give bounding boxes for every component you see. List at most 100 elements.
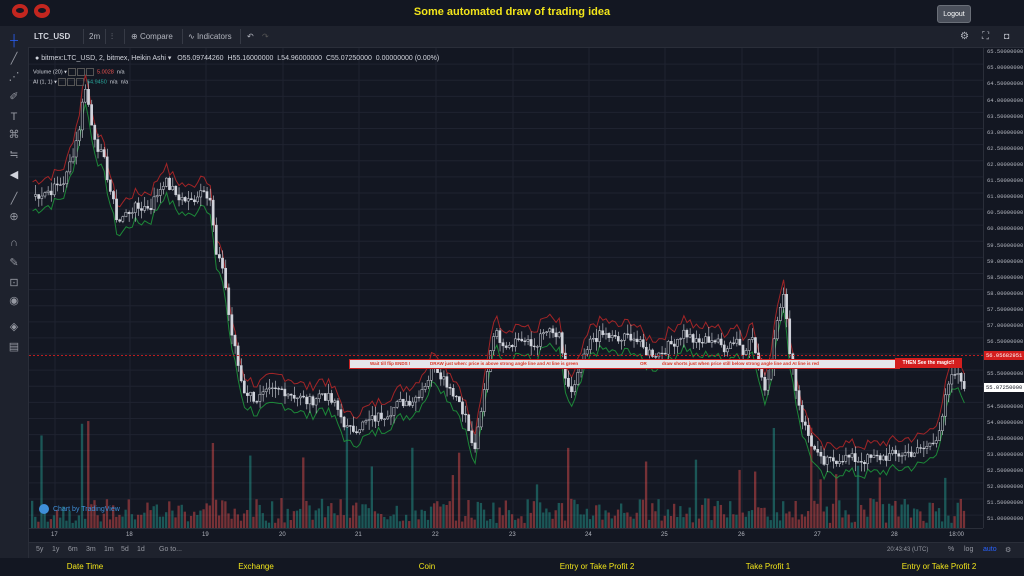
eye-icon[interactable]: ◉ xyxy=(9,295,19,307)
multi-line-icon[interactable]: ⋰ xyxy=(8,71,20,83)
volume-bar xyxy=(46,521,49,528)
candle-body xyxy=(202,190,206,192)
back-arrow-icon[interactable]: ◀ xyxy=(9,169,19,181)
price-axis[interactable]: 65.50000000 65.00000000 64.50000000 64.0000… xyxy=(983,48,1024,528)
fullscreen-icon[interactable]: ⛶ xyxy=(982,31,989,42)
trash-icon[interactable]: ▤ xyxy=(8,341,20,353)
trend-line-icon[interactable]: ╱ xyxy=(10,53,18,65)
bottom-nav-item[interactable]: Entry or Take Profit 2 xyxy=(901,562,977,571)
volume-bar xyxy=(940,521,944,528)
candle-body xyxy=(211,199,215,226)
range-button-1d[interactable]: 1d xyxy=(137,546,145,553)
volume-bar xyxy=(420,509,423,528)
candle-body xyxy=(451,387,455,397)
auto-toggle[interactable]: auto xyxy=(983,546,997,553)
compare-button[interactable]: ⊕ Compare xyxy=(131,30,173,43)
bottom-nav-item[interactable]: Exchange xyxy=(238,562,274,571)
camera-icon[interactable]: ◘ xyxy=(1004,31,1010,41)
volume-bar xyxy=(888,503,891,528)
volume-bar xyxy=(439,506,442,528)
interval-selector[interactable]: 2m xyxy=(89,32,101,41)
candle-body xyxy=(663,352,667,355)
volume-bar xyxy=(529,512,532,528)
volume-bar xyxy=(168,501,171,528)
bottom-nav-item[interactable]: Take Profit 1 xyxy=(745,562,791,571)
layers-icon[interactable]: ◈ xyxy=(9,321,19,333)
undo-icon[interactable]: ↶ xyxy=(247,32,254,41)
volume-bar xyxy=(551,518,554,528)
log-toggle[interactable]: log xyxy=(964,546,974,553)
volume-bar xyxy=(548,512,551,528)
lock-icon[interactable]: ⊡ xyxy=(9,277,19,289)
price-label: 57.00000000 xyxy=(987,322,1024,330)
bottom-nav-item[interactable]: Coin xyxy=(418,562,436,571)
time-axis[interactable]: 17 18 19 20 21 22 23 24 25 26 27 28 18:00 xyxy=(29,528,983,543)
candle-body xyxy=(788,318,792,354)
magnet-icon[interactable]: ∩ xyxy=(10,237,18,249)
price-label: 62.00000000 xyxy=(987,160,1024,168)
goto-button[interactable]: Go to... xyxy=(159,546,182,553)
tradingview-branding[interactable]: Chart by TradingView xyxy=(39,504,120,514)
range-button-5y[interactable]: 5y xyxy=(36,546,44,553)
volume-bar xyxy=(959,498,963,528)
range-button-3m[interactable]: 3m xyxy=(86,546,96,553)
candle-body xyxy=(143,206,146,211)
candles-icon[interactable]: ⫶ xyxy=(111,32,113,41)
candle-body xyxy=(355,431,358,434)
candle-body xyxy=(277,388,280,390)
candle-body xyxy=(944,394,947,417)
logout-button[interactable]: Logout xyxy=(937,5,971,23)
percent-toggle[interactable]: % xyxy=(948,546,955,553)
time-label: 20 xyxy=(279,532,286,538)
candle-body xyxy=(778,307,782,321)
bottom-nav-item[interactable]: Date Time xyxy=(66,562,104,571)
volume-bar xyxy=(258,504,261,528)
volume-bar xyxy=(760,507,763,528)
bottom-nav-item[interactable]: Entry or Take Profit 2 xyxy=(559,562,635,571)
price-chart[interactable]: ● bitmex:LTC_USD, 2, bitmex, Heikin Ashi… xyxy=(29,48,983,528)
volume-bar xyxy=(370,466,374,528)
range-button-6m[interactable]: 6m xyxy=(68,546,78,553)
volume-bar xyxy=(598,504,601,528)
price-label: 56.50000000 xyxy=(987,338,1024,346)
range-button-1m[interactable]: 1m xyxy=(104,546,114,553)
candle-body xyxy=(592,338,595,340)
candle-body xyxy=(956,373,960,375)
volume-bar xyxy=(454,520,458,528)
settings-gear-icon[interactable]: ⚙ xyxy=(960,31,969,42)
candle-body xyxy=(71,156,75,163)
time-label: 28 xyxy=(891,532,898,538)
price-label: 63.50000000 xyxy=(987,112,1024,120)
brush-icon[interactable]: ✐ xyxy=(9,91,19,103)
volume-bar xyxy=(585,508,589,528)
volume-bar xyxy=(535,484,539,528)
candle-body xyxy=(133,202,137,213)
ruler-icon[interactable]: ╱ xyxy=(10,193,18,205)
volume-bar xyxy=(339,499,342,528)
volume-bar xyxy=(414,510,417,528)
range-button-5d[interactable]: 5d xyxy=(121,546,129,553)
volume-bar xyxy=(644,461,648,528)
indicators-button[interactable]: ∿ Indicators xyxy=(188,30,232,43)
volume-bar xyxy=(831,503,835,528)
symbol-selector[interactable]: LTC_USD xyxy=(34,32,71,41)
axis-settings-icon[interactable]: ⚙ xyxy=(1005,547,1012,554)
redo-icon[interactable]: ↷ xyxy=(262,32,269,41)
volume-bar xyxy=(49,519,53,528)
candle-body xyxy=(395,401,399,408)
candle-body xyxy=(925,446,929,449)
zoom-in-icon[interactable]: ⊕ xyxy=(9,211,19,223)
crosshair-icon[interactable]: ┼ xyxy=(10,35,18,47)
volume-bar xyxy=(317,508,321,528)
range-button-1y[interactable]: 1y xyxy=(52,546,60,553)
text-icon[interactable]: T xyxy=(10,111,18,123)
pattern-icon[interactable]: ⌘ xyxy=(8,129,20,141)
volume-bar xyxy=(866,516,869,528)
volume-bar xyxy=(246,510,249,528)
candle-body xyxy=(860,461,863,463)
measure-tools-icon[interactable]: ≒ xyxy=(9,149,19,161)
volume-bar xyxy=(205,503,208,528)
volume-bar xyxy=(763,507,766,528)
chart-canvas[interactable] xyxy=(29,48,983,528)
stay-drawing-icon[interactable]: ✎ xyxy=(9,257,19,269)
